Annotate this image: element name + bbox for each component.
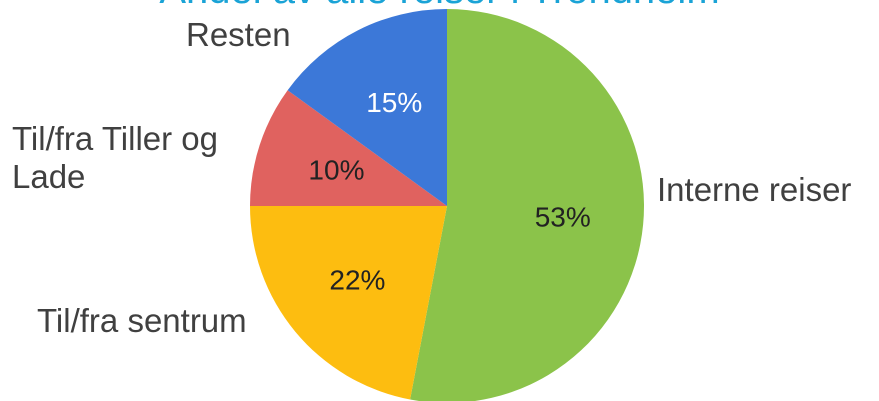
pie-value-label-1: 22%: [329, 265, 385, 296]
slice-label-til-fra-tiller-og-lade: Til/fra Tiller og Lade: [12, 120, 218, 195]
slice-label-til-fra-sentrum: Til/fra sentrum: [37, 302, 247, 339]
pie-slice-2: [250, 90, 447, 206]
pie-value-labels: 53% 22% 10% 15%: [308, 87, 590, 296]
pie-slices: [250, 8, 644, 401]
slice-label-resten: Resten: [186, 16, 291, 53]
pie-value-label-3: 15%: [366, 87, 422, 118]
pie-value-label-0: 53%: [535, 201, 591, 232]
pie-slice-1: [250, 206, 447, 400]
pie-slice-0: [410, 9, 644, 401]
pie-slice-3: [287, 8, 447, 206]
slice-label-interne-reiser: Interne reiser: [657, 171, 852, 208]
pie-value-label-2: 10%: [308, 155, 364, 186]
chart-title: Andel av alle reiser i Trondheim: [0, 0, 879, 13]
